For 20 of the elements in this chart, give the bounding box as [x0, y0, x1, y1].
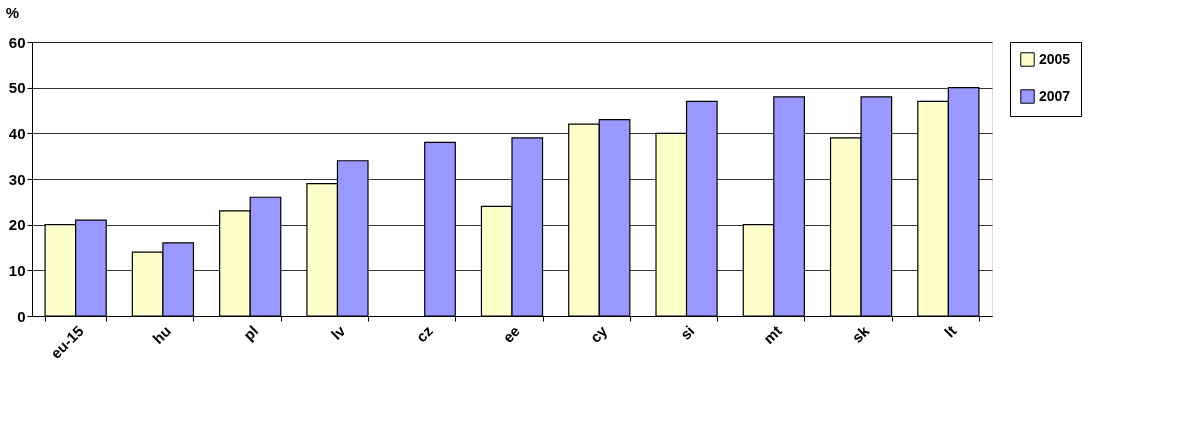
y-tick-label: 40: [8, 124, 26, 142]
y-tick-label: 50: [8, 79, 26, 97]
x-tick-label: cy: [586, 321, 611, 346]
y-tick-label: 0: [17, 307, 26, 325]
y-tick-label: 10: [8, 261, 26, 279]
y-axis-title: %: [5, 3, 20, 21]
legend-label: 2005: [1039, 50, 1071, 67]
x-tick-label: ee: [499, 322, 524, 346]
x-tick-label: lt: [940, 322, 960, 341]
y-tick-label: 60: [8, 33, 26, 51]
x-tick-label: si: [676, 322, 698, 343]
y-tick-label: 20: [8, 216, 26, 234]
x-tick-label: mt: [759, 322, 785, 348]
y-tick-label: 30: [8, 170, 26, 188]
x-tick-label: pl: [239, 322, 262, 344]
x-tick-label: sk: [848, 321, 873, 346]
x-tick-label: cz: [412, 322, 436, 346]
x-tick-label: hu: [149, 322, 175, 348]
legend-label: 2007: [1039, 87, 1071, 104]
x-tick-label: lv: [327, 321, 350, 343]
